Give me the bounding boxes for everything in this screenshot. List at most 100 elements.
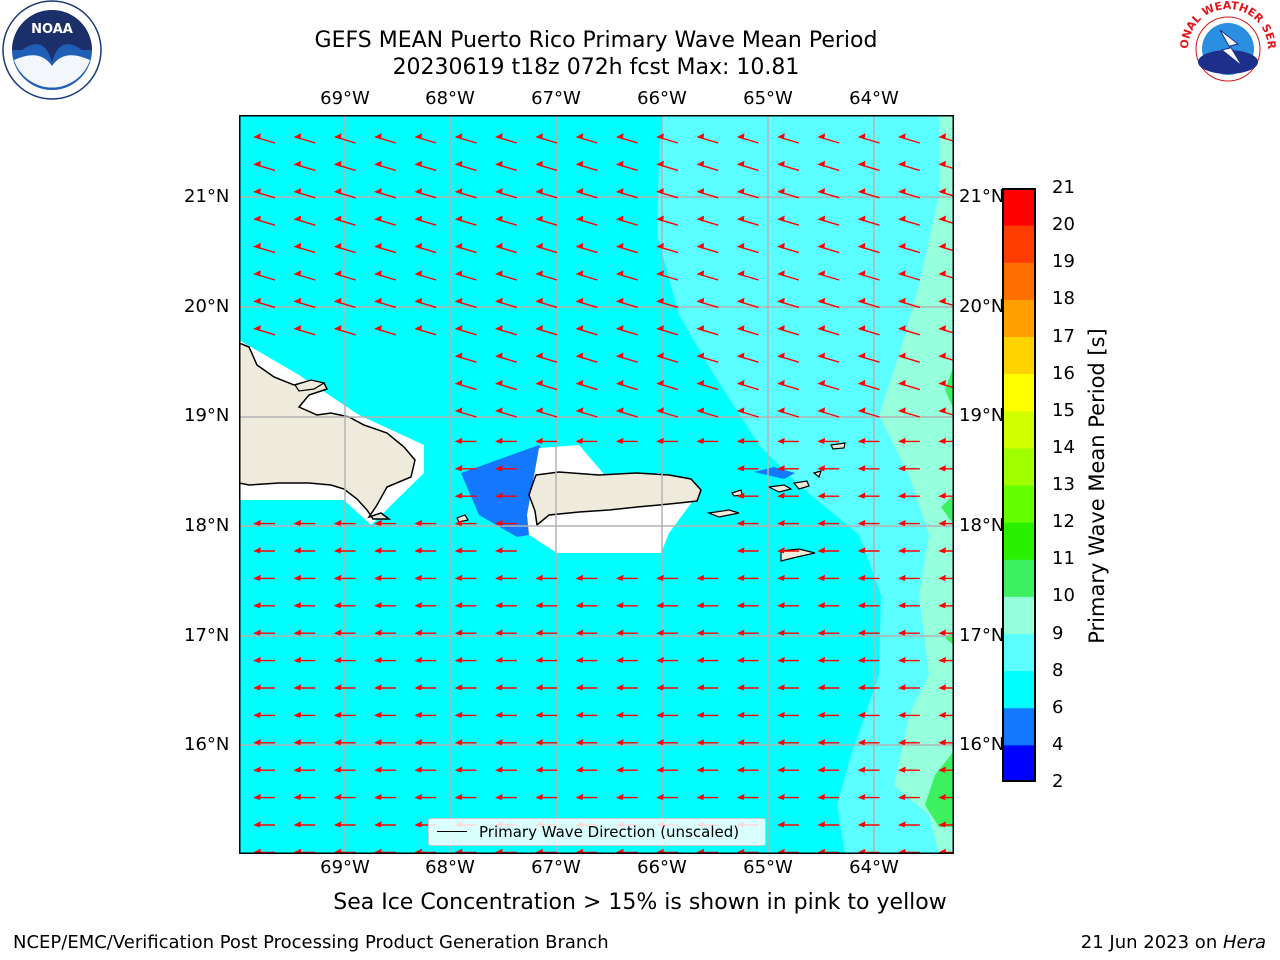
wave-arrow bbox=[897, 519, 920, 527]
wave-arrow bbox=[857, 656, 880, 664]
wave-arrow bbox=[777, 352, 800, 363]
colorbar-level bbox=[1002, 707, 1036, 746]
wave-arrow bbox=[938, 656, 954, 664]
wave-arrow bbox=[253, 821, 275, 828]
wave-arrow bbox=[414, 547, 437, 554]
wave-arrow bbox=[857, 160, 880, 172]
wave-arrow bbox=[615, 297, 638, 309]
wave-arrow bbox=[454, 547, 477, 554]
wave-arrow bbox=[575, 656, 598, 664]
wave-arrow bbox=[656, 379, 679, 391]
wave-arrow bbox=[696, 437, 719, 444]
colorbar-level bbox=[1002, 373, 1036, 412]
wave-arrow bbox=[454, 766, 477, 773]
wave-arrow bbox=[293, 656, 316, 664]
lon-label-top-66: 66°W bbox=[637, 88, 687, 109]
wave-arrow bbox=[454, 684, 477, 691]
wave-arrow bbox=[656, 793, 678, 801]
wave-arrow bbox=[817, 160, 840, 172]
wave-arrow bbox=[777, 492, 799, 499]
wave-arrow bbox=[897, 547, 920, 554]
wave-arrow bbox=[736, 547, 759, 554]
wave-arrow bbox=[494, 379, 518, 391]
wave-arrow bbox=[414, 242, 437, 254]
wave-arrow bbox=[575, 133, 598, 144]
wave-arrow bbox=[736, 602, 759, 609]
wave-arrow bbox=[777, 188, 800, 199]
wave-arrow bbox=[817, 547, 840, 554]
lat-label-right-19: 19°N bbox=[959, 405, 1005, 426]
wave-arrow bbox=[293, 793, 316, 801]
wave-arrow bbox=[494, 519, 517, 527]
colorbar-level bbox=[1002, 744, 1036, 782]
wave-arrow bbox=[897, 465, 920, 472]
wave-arrow bbox=[454, 270, 477, 281]
wave-arrow bbox=[454, 188, 477, 199]
colorbar-level bbox=[1002, 410, 1036, 449]
wave-arrow bbox=[414, 188, 437, 199]
wave-arrow bbox=[736, 465, 759, 472]
wave-arrow bbox=[494, 465, 517, 472]
wave-arrow bbox=[454, 519, 477, 527]
wave-arrow bbox=[615, 574, 638, 581]
wave-arrow bbox=[454, 574, 477, 581]
colorbar-level bbox=[1002, 522, 1036, 560]
wave-arrow bbox=[535, 766, 558, 773]
wave-arrow bbox=[777, 739, 799, 746]
colorbar-tick-label: 13 bbox=[1052, 474, 1075, 495]
land-vieques bbox=[706, 509, 740, 518]
wave-arrow bbox=[656, 656, 678, 664]
wave-arrow bbox=[575, 602, 598, 609]
wave-arrow bbox=[696, 766, 719, 773]
wave-arrow bbox=[777, 325, 800, 336]
wave-arrow bbox=[333, 297, 356, 309]
wave-arrow bbox=[857, 325, 880, 336]
colorbar-level bbox=[1002, 262, 1036, 300]
wave-arrow bbox=[333, 160, 356, 172]
lat-label-right-17: 17°N bbox=[959, 625, 1005, 646]
wave-arrow bbox=[736, 133, 759, 144]
wave-arrow bbox=[938, 519, 954, 527]
wave-arrow bbox=[817, 766, 840, 773]
wave-arrow bbox=[575, 379, 598, 391]
wave-arrow bbox=[454, 325, 477, 336]
wave-arrow bbox=[696, 739, 719, 746]
chart-subtitle: 20230619 t18z 072h fcst Max: 10.81 bbox=[392, 55, 800, 80]
colorbar-level bbox=[1002, 447, 1036, 486]
wave-arrow bbox=[817, 739, 840, 746]
wave-arrow bbox=[656, 739, 678, 746]
wave-arrow bbox=[938, 711, 954, 718]
wave-arrow bbox=[374, 160, 397, 172]
wave-arrow bbox=[817, 821, 840, 828]
wave-arrow bbox=[656, 242, 679, 254]
wave-arrow bbox=[414, 629, 437, 636]
wave-arrow bbox=[938, 465, 954, 472]
lat-label-left-21: 21°N bbox=[184, 186, 230, 207]
wave-arrow bbox=[414, 711, 437, 718]
wave-arrow bbox=[857, 821, 880, 828]
wave-arrow bbox=[736, 766, 759, 773]
wave-arrow bbox=[333, 325, 356, 336]
wave-arrow bbox=[777, 574, 799, 581]
wave-arrow bbox=[575, 684, 598, 691]
contour-9-10 bbox=[879, 115, 954, 854]
wave-arrow bbox=[615, 407, 638, 418]
wave-arrow bbox=[696, 574, 719, 581]
wave-arrow bbox=[374, 602, 396, 609]
wave-arrow bbox=[696, 270, 719, 281]
wave-arrow bbox=[615, 656, 638, 664]
wave-arrow bbox=[374, 711, 396, 718]
wave-arrow bbox=[293, 602, 316, 609]
wave-arrow bbox=[656, 215, 679, 226]
colorbar-tick-label: 6 bbox=[1052, 696, 1064, 718]
wave-arrow bbox=[253, 325, 276, 336]
wave-arrow bbox=[333, 519, 356, 527]
wave-arrow bbox=[897, 133, 921, 144]
wave-arrow bbox=[656, 711, 678, 718]
wave-arrow bbox=[535, 711, 558, 718]
wave-arrow bbox=[736, 437, 759, 444]
wave-arrow bbox=[575, 711, 598, 718]
wave-arrow bbox=[736, 711, 759, 718]
wave-arrow bbox=[897, 215, 921, 226]
colorbar-tick-label: 15 bbox=[1052, 399, 1075, 421]
